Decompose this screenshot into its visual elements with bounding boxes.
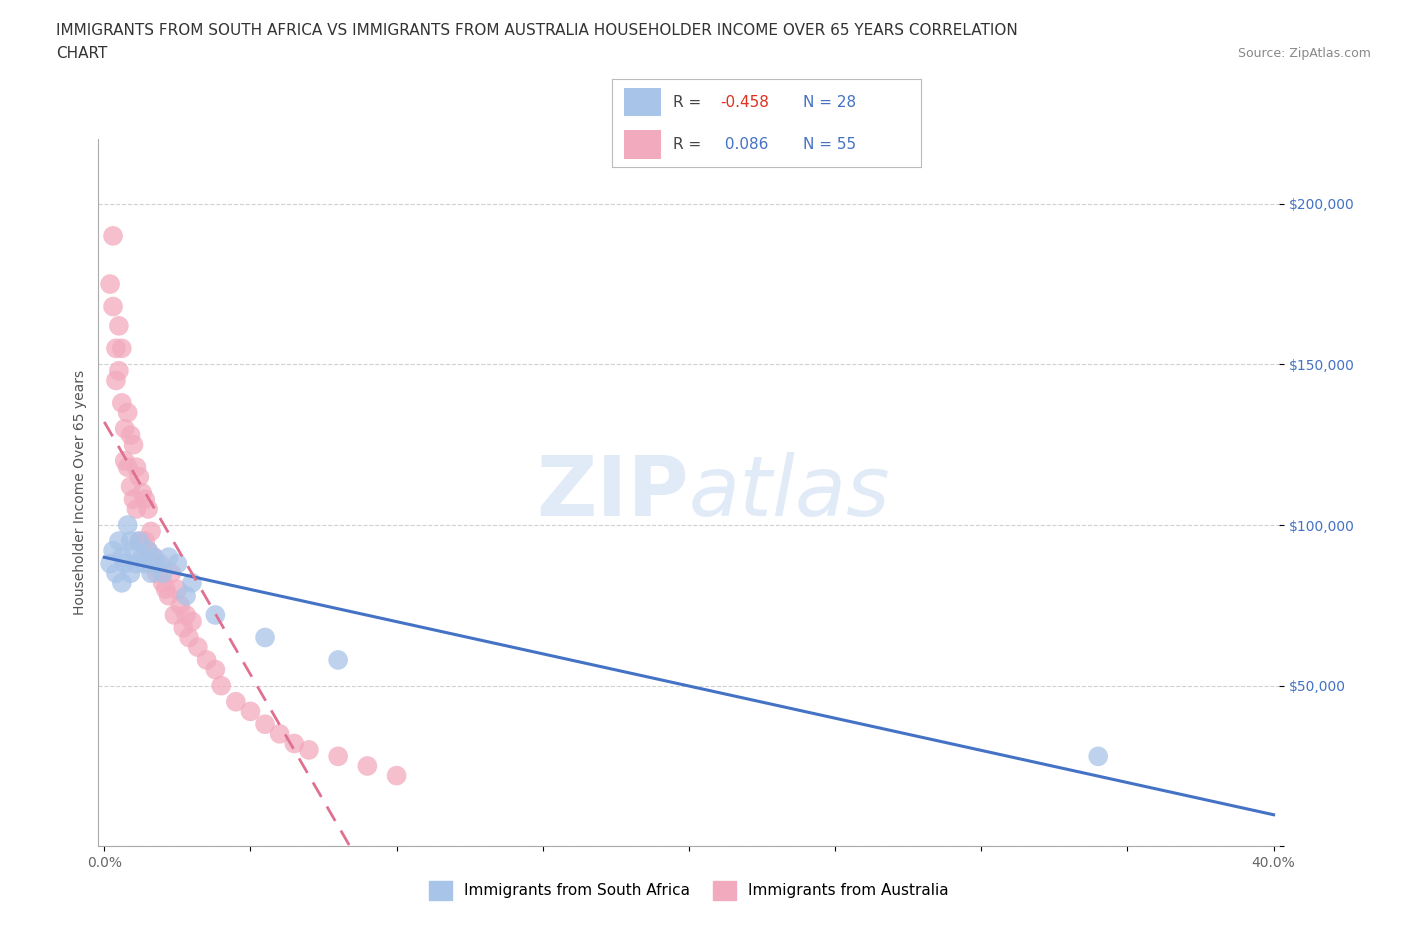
Point: [149, 556, 172, 571]
Point: [122, 543, 145, 558]
Point: [104, 565, 127, 580]
Point: [139, 565, 162, 580]
Point: [143, 550, 166, 565]
Point: [136, 501, 159, 516]
Point: [356, 759, 378, 774]
Point: [298, 742, 321, 757]
Point: [120, 428, 142, 443]
Point: [181, 614, 204, 629]
Point: [101, 229, 124, 244]
Point: [172, 620, 194, 635]
Point: [122, 437, 145, 452]
Point: [225, 695, 247, 710]
Point: [166, 582, 188, 597]
Text: Source: ZipAtlas.com: Source: ZipAtlas.com: [1237, 46, 1371, 60]
Point: [166, 556, 188, 571]
Point: [101, 543, 124, 558]
Point: [108, 364, 131, 379]
Point: [128, 534, 150, 549]
Point: [239, 704, 262, 719]
Point: [152, 576, 174, 591]
Point: [254, 717, 277, 732]
Point: [111, 576, 134, 591]
Point: [1087, 749, 1109, 764]
Point: [155, 582, 177, 597]
Point: [385, 768, 408, 783]
Point: [104, 341, 127, 356]
Point: [104, 373, 127, 388]
Point: [254, 630, 277, 644]
Point: [101, 299, 124, 314]
Point: [136, 543, 159, 558]
Point: [117, 459, 139, 474]
Point: [108, 534, 131, 549]
Text: ZIP: ZIP: [537, 452, 689, 534]
FancyBboxPatch shape: [624, 88, 661, 116]
Text: 0.086: 0.086: [720, 137, 768, 152]
Point: [283, 736, 305, 751]
Point: [128, 534, 150, 549]
Point: [117, 405, 139, 420]
Point: [209, 678, 232, 693]
Text: N = 55: N = 55: [803, 137, 856, 152]
Point: [177, 630, 200, 644]
Point: [174, 589, 197, 604]
Y-axis label: Householder Income Over 65 years: Householder Income Over 65 years: [73, 370, 87, 616]
Point: [114, 453, 136, 468]
Point: [326, 653, 349, 668]
Point: [120, 479, 142, 494]
Point: [98, 556, 121, 571]
Text: atlas: atlas: [689, 452, 890, 534]
Point: [117, 518, 139, 533]
Point: [98, 276, 121, 291]
Point: [114, 556, 136, 571]
Point: [111, 341, 134, 356]
Point: [125, 459, 148, 474]
Point: [114, 421, 136, 436]
Point: [131, 485, 153, 500]
Point: [157, 550, 180, 565]
Point: [187, 640, 209, 655]
Point: [131, 550, 153, 565]
Point: [125, 501, 148, 516]
Point: [120, 565, 142, 580]
Point: [136, 543, 159, 558]
Point: [139, 556, 162, 571]
Point: [157, 589, 180, 604]
Point: [120, 534, 142, 549]
Point: [134, 534, 156, 549]
Point: [139, 524, 162, 538]
Point: [160, 565, 183, 580]
Point: [269, 726, 291, 741]
Point: [152, 565, 174, 580]
Point: [134, 556, 156, 571]
Point: [146, 565, 169, 580]
Point: [174, 607, 197, 622]
Point: [146, 556, 169, 571]
Text: -0.458: -0.458: [720, 95, 769, 110]
Text: IMMIGRANTS FROM SOUTH AFRICA VS IMMIGRANTS FROM AUSTRALIA HOUSEHOLDER INCOME OVE: IMMIGRANTS FROM SOUTH AFRICA VS IMMIGRAN…: [56, 23, 1018, 38]
Point: [163, 607, 186, 622]
Legend: Immigrants from South Africa, Immigrants from Australia: Immigrants from South Africa, Immigrants…: [423, 875, 955, 906]
Text: N = 28: N = 28: [803, 95, 856, 110]
Text: CHART: CHART: [56, 46, 108, 61]
Point: [326, 749, 349, 764]
Text: R =: R =: [673, 137, 707, 152]
Point: [134, 492, 156, 507]
Point: [108, 318, 131, 333]
Point: [204, 662, 226, 677]
Point: [125, 556, 148, 571]
Point: [122, 492, 145, 507]
Text: R =: R =: [673, 95, 707, 110]
Point: [204, 607, 226, 622]
FancyBboxPatch shape: [624, 130, 661, 159]
Point: [143, 550, 166, 565]
Point: [195, 653, 218, 668]
Point: [111, 395, 134, 410]
Point: [128, 470, 150, 485]
Point: [169, 598, 191, 613]
Point: [181, 576, 204, 591]
Point: [111, 550, 134, 565]
